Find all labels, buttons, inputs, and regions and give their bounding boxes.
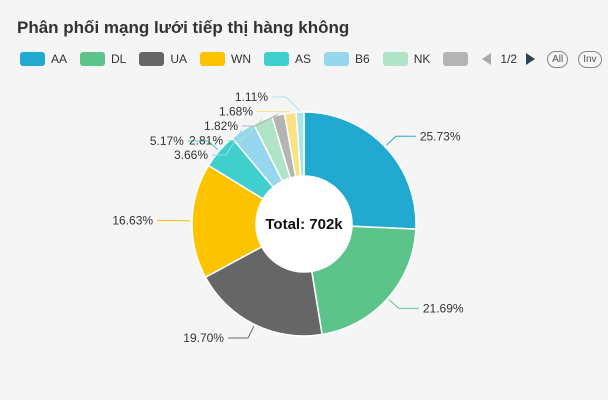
legend-item-dl[interactable]: DL [80, 52, 126, 66]
label-leader-line [212, 129, 243, 156]
donut-hole [257, 177, 351, 271]
legend-swatch-nk [382, 52, 408, 66]
slice-ua[interactable] [204, 245, 323, 337]
slice-percent-label: 19.70% [183, 331, 224, 345]
legend-swatch-wn [200, 52, 226, 66]
slice-percent-label: 1.82% [204, 119, 238, 133]
legend-page-indicator: 1/2 [500, 52, 518, 66]
slice-percent-label: 21.69% [423, 301, 464, 315]
chart-title: Phân phối mạng lưới tiếp thị hàng không [17, 18, 350, 37]
legend-swatch-dl [80, 52, 106, 66]
legend-swatch-aa [20, 52, 45, 66]
legend: AA DL UA WN AS B6 NK 1/2 All Inv [20, 50, 608, 68]
slice-wn[interactable] [191, 164, 265, 279]
slice-percent-label: 25.73% [420, 129, 461, 143]
slice-dl[interactable] [310, 225, 417, 336]
label-leader-line [388, 299, 419, 309]
legend-swatch-more [443, 52, 469, 66]
slice-percent-label: 5.17% [150, 134, 184, 148]
label-leader-line [242, 113, 279, 127]
slice-other-9[interactable] [295, 111, 305, 177]
legend-label-b6: B6 [355, 52, 370, 66]
legend-item-nk[interactable]: NK [382, 52, 431, 66]
slice-percent-label: 1.68% [219, 105, 253, 119]
legend-item-aa[interactable]: AA [20, 52, 67, 66]
label-leader-line [386, 135, 416, 146]
next-page-arrow-icon[interactable] [526, 53, 536, 65]
legend-label-wn: WN [231, 52, 252, 66]
slice-percent-label: 2.81% [189, 134, 223, 148]
legend-item-more[interactable] [443, 52, 474, 66]
total-label: Total: 702k [265, 216, 343, 233]
legend-swatch-b6 [324, 52, 350, 66]
legend-label-as: AS [295, 52, 312, 66]
label-leader-line [272, 96, 301, 112]
select-all-button[interactable]: All [547, 50, 569, 68]
inverse-selection-button[interactable]: Inv [578, 50, 602, 68]
slice-percent-label: 3.66% [174, 148, 208, 162]
legend-label-dl: DL [111, 52, 127, 66]
slice-percent-label: 1.11% [235, 90, 268, 104]
legend-label-aa: AA [51, 52, 68, 66]
slice-aa[interactable] [303, 111, 417, 230]
legend-item-as[interactable]: AS [264, 52, 311, 66]
previous-page-arrow-icon[interactable] [482, 53, 492, 65]
legend-item-ua[interactable]: UA [139, 52, 187, 66]
label-leader-line [187, 140, 219, 150]
legend-swatch-ua [139, 52, 165, 66]
label-leader-line [227, 326, 255, 339]
legend-item-b6[interactable]: B6 [324, 52, 370, 66]
legend-pager: 1/2 All Inv [480, 50, 608, 68]
legend-label-ua: UA [170, 52, 188, 66]
legend-swatch-as [264, 52, 290, 66]
legend-item-wn[interactable]: WN [200, 52, 251, 66]
legend-label-nk: NK [413, 52, 431, 66]
slice-percent-label: 16.63% [112, 214, 153, 228]
